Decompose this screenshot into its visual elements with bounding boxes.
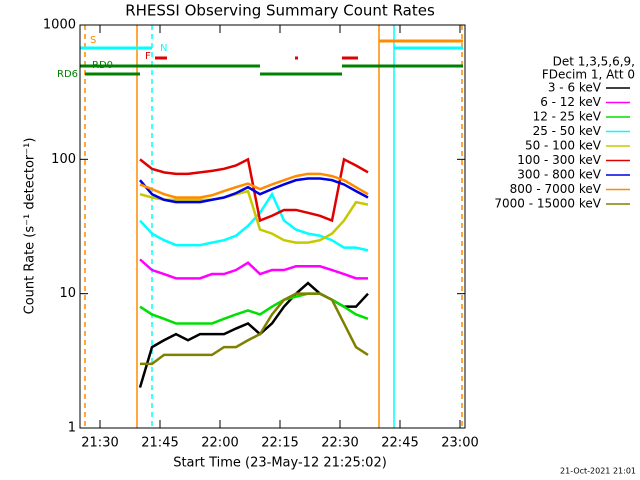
x-tick-label: 22:30 [321, 436, 358, 451]
flag-label: S [90, 35, 96, 46]
flag-label: F [145, 51, 151, 62]
x-tick-label: 23:00 [441, 436, 478, 451]
legend-header: FDecim 1, Att 0 [542, 68, 635, 82]
legend-label: 3 - 6 keV [548, 81, 602, 95]
series-line [139, 177, 369, 204]
y-tick-label: 1000 [43, 18, 76, 33]
y-axis-label: Count Rate (s⁻¹ detector⁻¹) [23, 138, 38, 315]
x-tick-label: 21:30 [81, 436, 118, 451]
plot-frame [79, 24, 466, 429]
y-tick-label: 1 [68, 421, 76, 436]
legend-header: Det 1,3,5,6,9, [553, 55, 635, 69]
x-tick-label: 21:45 [141, 436, 178, 451]
flag-label: RD0 [92, 60, 113, 71]
chart-title: RHESSI Observing Summary Count Rates [125, 2, 435, 20]
legend-label: 6 - 12 keV [540, 95, 602, 109]
legend-label: 25 - 50 keV [533, 124, 602, 138]
series-line [140, 292, 369, 366]
flag-label: N [160, 43, 167, 54]
flag-label: RD6 [57, 69, 78, 80]
x-tick-label: 22:45 [381, 436, 418, 451]
legend-label: 100 - 300 keV [517, 153, 601, 167]
footer: 21-Oct-2021 21:01 [560, 467, 636, 476]
series-line [139, 172, 369, 199]
legend-label: 300 - 800 keV [517, 168, 601, 182]
legend-label: 800 - 7000 keV [510, 182, 602, 196]
legend-label: 7000 - 15000 keV [494, 197, 601, 211]
series-line [139, 258, 368, 280]
series-line [139, 191, 369, 252]
x-tick-label: 22:15 [261, 436, 298, 451]
y-tick-label: 100 [51, 152, 76, 167]
y-tick-label: 10 [59, 286, 76, 301]
x-tick-label: 22:00 [201, 436, 238, 451]
legend-label: 50 - 100 keV [525, 139, 602, 153]
x-axis-label: Start Time (23-May-12 21:25:02) [173, 456, 387, 471]
legend-label: 12 - 25 keV [533, 110, 602, 124]
series-line [139, 189, 369, 244]
